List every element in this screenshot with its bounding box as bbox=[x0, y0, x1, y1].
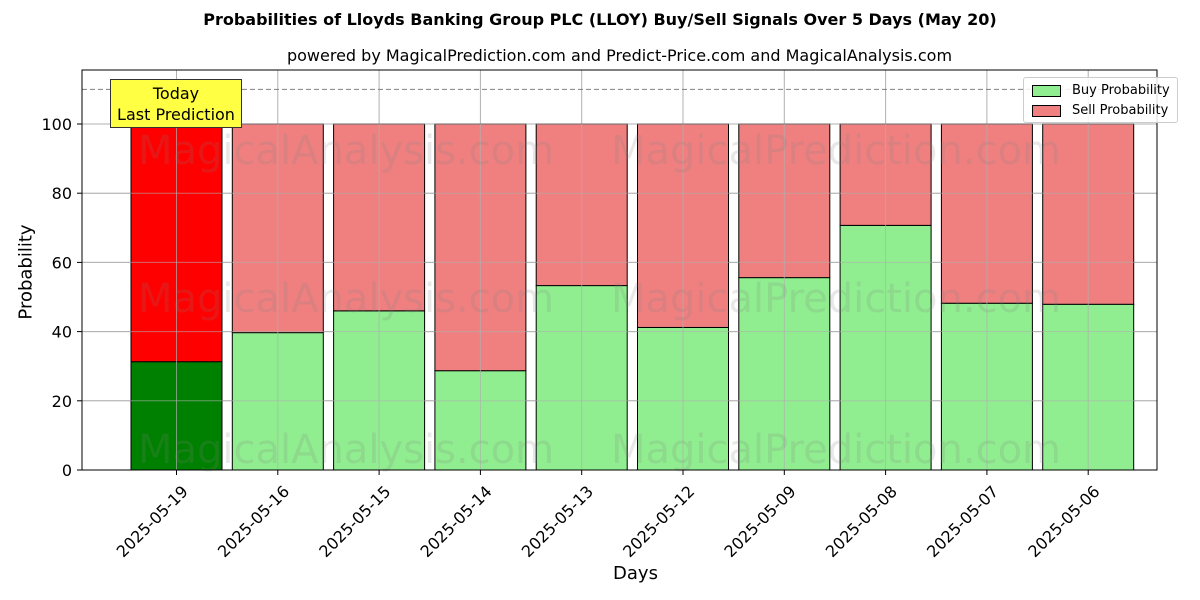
svg-text:20: 20 bbox=[52, 392, 72, 411]
x-tick-label: 2025-05-19 bbox=[113, 482, 192, 561]
svg-text:100: 100 bbox=[41, 115, 72, 134]
x-tick-label: 2025-05-08 bbox=[822, 482, 901, 561]
annotation-line2: Last Prediction bbox=[117, 105, 235, 124]
chart-subtitle: powered by MagicalPrediction.com and Pre… bbox=[286, 46, 953, 65]
buy-swatch-icon bbox=[1032, 84, 1061, 97]
watermark: MagicalPrediction.com bbox=[611, 276, 1061, 322]
x-tick-label: 2025-05-14 bbox=[417, 482, 496, 561]
annotation-line1: Today bbox=[152, 84, 200, 103]
watermark: MagicalPrediction.com bbox=[611, 427, 1061, 473]
x-tick-label: 2025-05-07 bbox=[923, 482, 1002, 561]
x-axis-label: Days bbox=[613, 563, 658, 584]
svg-text:80: 80 bbox=[52, 184, 72, 203]
watermark: MagicalAnalysis.com bbox=[138, 128, 554, 174]
sell-swatch-icon bbox=[1032, 104, 1061, 117]
legend-item-sell: Sell Probability bbox=[1032, 103, 1168, 118]
watermark: MagicalAnalysis.com bbox=[138, 427, 554, 473]
watermark: MagicalPrediction.com bbox=[611, 128, 1061, 174]
svg-text:0: 0 bbox=[62, 461, 72, 480]
legend-sell-label: Sell Probability bbox=[1072, 103, 1169, 118]
chart-title: Probabilities of Lloyds Banking Group PL… bbox=[203, 10, 997, 29]
legend-buy-label: Buy Probability bbox=[1072, 83, 1170, 98]
svg-text:60: 60 bbox=[52, 253, 72, 272]
x-tick-label: 2025-05-15 bbox=[315, 482, 394, 561]
x-tick-label: 2025-05-12 bbox=[619, 482, 698, 561]
x-tick-label: 2025-05-16 bbox=[214, 482, 293, 561]
x-tick-label: 2025-05-09 bbox=[720, 482, 799, 561]
today-annotation: Today Last Prediction bbox=[110, 79, 242, 128]
legend: Buy Probability Sell Probability bbox=[1023, 77, 1178, 123]
svg-text:40: 40 bbox=[52, 323, 72, 342]
x-tick-label: 2025-05-06 bbox=[1024, 482, 1103, 561]
legend-item-buy: Buy Probability bbox=[1032, 83, 1170, 98]
watermark: MagicalAnalysis.com bbox=[138, 276, 554, 322]
y-axis-label: Probability bbox=[15, 224, 37, 320]
x-tick-label: 2025-05-13 bbox=[518, 482, 597, 561]
